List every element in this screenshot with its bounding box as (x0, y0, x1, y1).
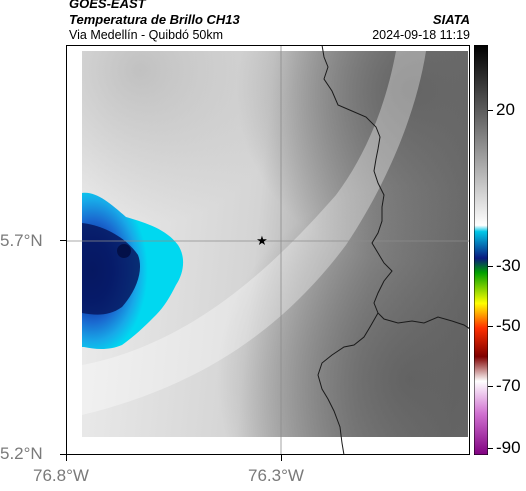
cbar-label-minus50: -50 (496, 316, 521, 335)
satellite-map: ★ (66, 45, 470, 455)
colorbar (474, 45, 488, 455)
lat-tick-mark (60, 240, 66, 241)
lon-tick-mark (66, 455, 67, 461)
lon-tick-76-8: 76.8°W (33, 466, 89, 485)
location-marker: ★ (256, 234, 268, 249)
cbar-tick-mark (488, 326, 493, 327)
cbar-tick-mark (488, 110, 493, 111)
cbar-label-minus90: -90 (496, 438, 521, 457)
imagery (82, 51, 468, 437)
timestamp: 2024-09-18 11:19 (372, 28, 470, 42)
product-label: GOES-EAST (69, 0, 146, 11)
cbar-tick-mark (488, 448, 493, 449)
cbar-tick-mark (488, 266, 493, 267)
cbar-label-minus70: -70 (496, 376, 521, 395)
lat-tick-5-7: 5.7°N (0, 231, 43, 250)
cbar-tick-mark (488, 386, 493, 387)
lat-tick-5-2: 5.2°N (0, 444, 43, 463)
lon-tick-mark (281, 455, 282, 461)
lon-tick-76-3: 76.3°W (248, 466, 304, 485)
source-label: SIATA (432, 12, 470, 27)
lat-tick-mark (60, 454, 66, 455)
cbar-label-20: 20 (496, 100, 515, 119)
map-frame (66, 45, 470, 455)
admin-boundaries (317, 45, 470, 455)
cbar-label-minus30: -30 (496, 256, 521, 275)
cold-cloud (82, 192, 184, 349)
chart-title: Temperatura de Brillo CH13 (69, 12, 240, 27)
route-subtitle: Via Medellín - Quibdó 50km (69, 28, 224, 42)
graticule (66, 45, 470, 455)
